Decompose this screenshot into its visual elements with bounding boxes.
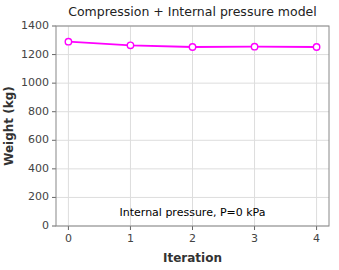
y-tick-label: 200 <box>28 190 49 203</box>
x-tick-label: 0 <box>65 232 72 245</box>
x-tick <box>254 226 255 230</box>
x-tick <box>68 226 69 230</box>
y-tick <box>52 140 56 141</box>
x-tick-label: 3 <box>251 232 258 245</box>
x-tick-label: 4 <box>313 232 320 245</box>
y-tick-label: 800 <box>28 105 49 118</box>
y-tick-label: 400 <box>28 162 49 175</box>
chart-title: Compression + Internal pressure model <box>68 4 317 19</box>
x-tick-label: 1 <box>127 232 134 245</box>
y-tick-label: 600 <box>28 133 49 146</box>
y-tick-label: 1000 <box>21 76 49 89</box>
x-tick-label: 2 <box>189 232 196 245</box>
x-grid-line <box>316 26 317 226</box>
y-tick <box>52 83 56 84</box>
chart-svg: 0 200 400 600 800 1000 1200 1400 0 1 2 3 4 Compressio… <box>0 0 339 270</box>
x-grid-line <box>254 26 255 226</box>
data-point <box>65 39 71 45</box>
x-tick <box>130 226 131 230</box>
y-tick-label: 1400 <box>21 19 49 32</box>
y-tick <box>52 54 56 55</box>
axes: 0 200 400 600 800 1000 1200 1400 0 1 2 3 4 <box>21 19 329 245</box>
annotation: Internal pressure, P=0 kPa <box>120 206 266 219</box>
y-tick <box>52 226 56 227</box>
y-tick <box>52 168 56 169</box>
y-tick <box>52 197 56 198</box>
y-tick-label: 0 <box>42 219 49 232</box>
data-point <box>251 44 257 50</box>
data-point <box>313 44 319 50</box>
data-point <box>127 42 133 48</box>
data-group <box>65 39 320 51</box>
plot-frame <box>56 26 329 226</box>
x-grid-line <box>68 26 69 226</box>
y-axis-label: Weight (kg) <box>2 86 16 166</box>
x-axis-label: Iteration <box>163 251 222 265</box>
y-tick <box>52 26 56 27</box>
x-grid-line <box>192 26 193 226</box>
y-tick-label: 1200 <box>21 48 49 61</box>
x-tick <box>316 226 317 230</box>
y-tick <box>52 111 56 112</box>
chart-container: 0 200 400 600 800 1000 1200 1400 0 1 2 3 4 Compressio… <box>0 0 339 270</box>
x-tick <box>192 226 193 230</box>
data-point <box>189 44 195 50</box>
grid <box>56 26 329 226</box>
x-grid-line <box>130 26 131 226</box>
